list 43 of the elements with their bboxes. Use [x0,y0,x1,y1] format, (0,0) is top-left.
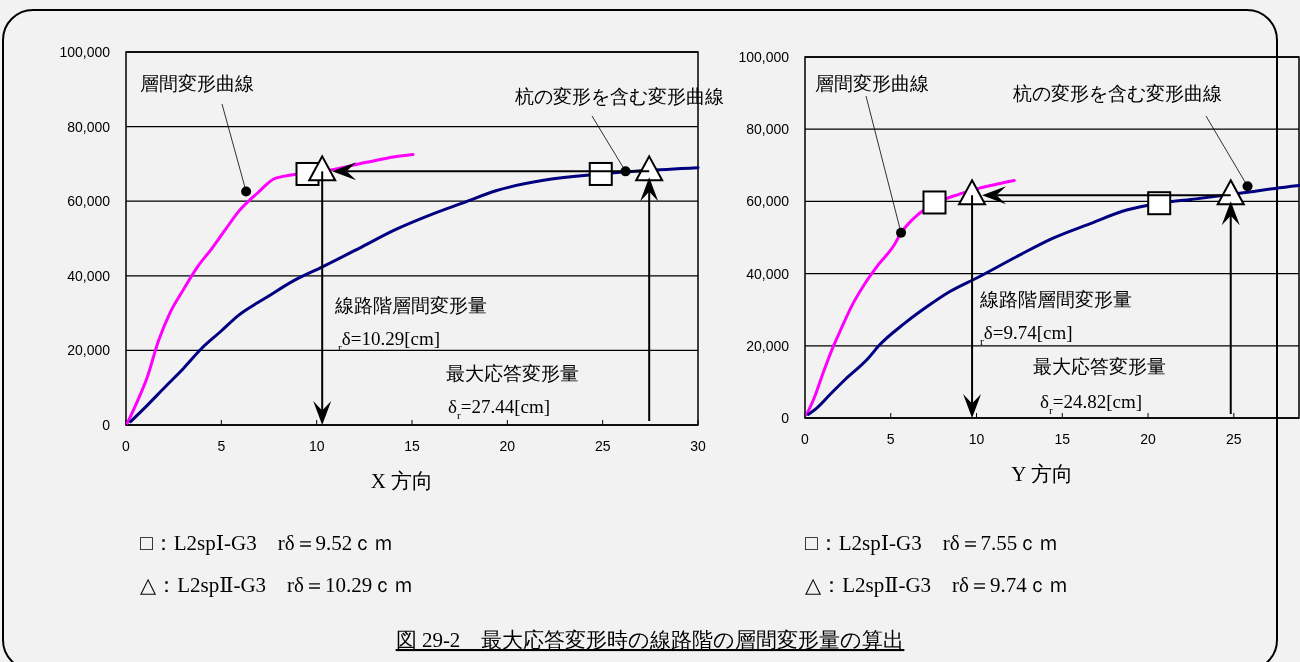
annotation: 線路階層間変形量 [979,289,1132,310]
x-tick-label: 15 [404,438,420,454]
y-tick-label: 0 [781,409,790,426]
annotation: 杭の変形を含む変形曲線 [1012,83,1222,104]
x-axis-title: X 方向 [370,469,434,493]
x-tick-label: 5 [886,431,895,447]
annotation: 最大応答変形量 [446,363,579,384]
y-tick-label: 80,000 [67,118,111,135]
annotation: 層間変形曲線 [815,73,929,94]
x-tick-label: 0 [122,438,131,454]
x-axis-title: Y 方向 [1011,462,1073,486]
x-tick-label: 15 [1054,431,1071,447]
y-tick-label: 40,000 [67,267,111,284]
text: □：L2spⅠ-G3 rδ＝9.52ｃｍ [140,531,395,555]
text: △：L2spⅡ-G3 rδ＝10.29ｃｍ [140,573,415,597]
y-tick-label: 60,000 [67,193,111,210]
annotation: 最大応答変形量 [1033,356,1166,377]
y-tick-label: 100,000 [59,43,111,60]
x-tick-label: 20 [499,438,516,454]
text: □：L2spⅠ-G3 rδ＝7.55ｃｍ [805,531,1060,555]
line-series [129,166,700,424]
annotation: 線路階層間変形量 [334,295,487,316]
x-tick-label: 25 [1226,431,1242,447]
annotation: δ$_{r}$=27.44[cm] [448,396,551,421]
annotation: 層間変形曲線 [140,73,254,94]
x-tick-label: 30 [690,438,706,454]
x-tick-label: 10 [308,438,325,454]
x-tick-label: 10 [968,431,985,447]
y-tick-label: 100,000 [738,48,790,65]
y-tick-label: 20,000 [746,337,790,354]
y-tick-label: 20,000 [67,342,111,359]
x-tick-label: 5 [217,438,226,454]
annotation: δ$_{r}$=24.82[cm] [1040,391,1143,416]
y-tick-label: 40,000 [746,265,790,282]
x-tick-label: 0 [801,431,810,447]
x-tick-label: 20 [1140,431,1157,447]
y-tick-label: 80,000 [746,121,790,138]
y-tick-label: 0 [102,416,111,433]
annotation: $_{r}$δ=9.74[cm] [980,322,1073,347]
y-tick-label: 60,000 [746,193,790,210]
text: △：L2spⅡ-G3 rδ＝9.74ｃｍ [805,573,1069,597]
caption: 図 29-2 最大応答変形時の線路階の層間変形量の算出 [395,628,905,652]
x-tick-label: 25 [594,438,611,454]
